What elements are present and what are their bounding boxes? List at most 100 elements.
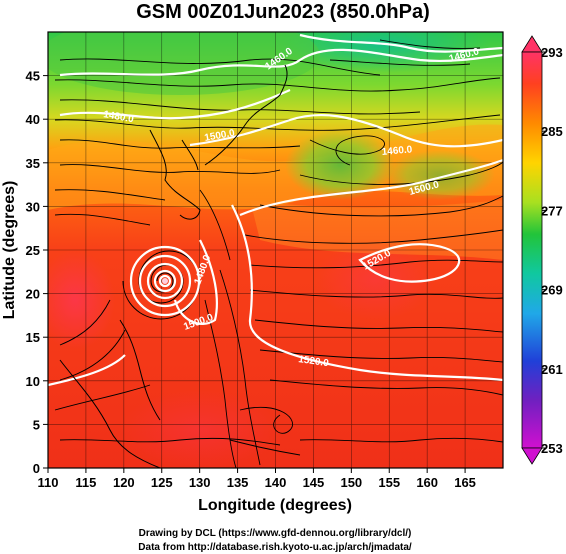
contour-line <box>173 239 218 326</box>
height-contours <box>48 33 503 387</box>
coastline-indochina <box>59 359 161 468</box>
streamline <box>54 77 501 92</box>
streamline <box>54 114 501 131</box>
streamline <box>309 135 385 166</box>
streamline <box>219 269 261 466</box>
colorbar-scale <box>521 51 543 449</box>
cool-spot-east-japan <box>285 130 395 200</box>
chart-title: GSM 00Z01Jun2023 (850.0hPa) <box>136 1 429 23</box>
y-tick-label: 15 <box>26 330 40 345</box>
streamline <box>59 299 111 346</box>
x-tick-label: 120 <box>113 475 135 490</box>
streamline <box>59 99 421 115</box>
streamline <box>259 195 503 217</box>
y-tick-label: 20 <box>26 287 40 302</box>
streamline <box>59 58 381 76</box>
contour-line <box>231 204 503 382</box>
y-axis-label: Latitude (degrees) <box>1 181 18 320</box>
graticule-grid <box>48 32 503 468</box>
map-plot-area: 1460.0 1480.0 1460.0 1500.0 1460.0 1520.… <box>48 32 503 468</box>
streamlines <box>54 39 503 468</box>
y-tick-label: 5 <box>33 417 40 432</box>
x-tick-label: 160 <box>416 475 438 490</box>
typhoon-contour <box>146 262 184 300</box>
hot-spot-central <box>315 240 435 320</box>
colorbar-top-arrow <box>521 35 543 53</box>
contour-line <box>59 88 291 120</box>
streamline <box>299 437 503 443</box>
colorbar-tick-label: 293 <box>541 45 563 60</box>
contour-line <box>299 33 503 53</box>
streamline <box>59 164 281 174</box>
typhoon-contour <box>153 269 177 293</box>
y-tick-label: 45 <box>26 69 40 84</box>
coastlines <box>59 64 301 468</box>
y-axis: 0 5 10 15 20 25 30 35 40 45 <box>26 69 48 476</box>
cool-region-north <box>270 32 490 73</box>
coastline-new-guinea <box>229 439 301 456</box>
colorbar-tick-label: 277 <box>541 203 563 218</box>
coastline-east-asia <box>149 129 201 220</box>
x-tick-label: 140 <box>265 475 287 490</box>
colorbar-tick-label: 261 <box>541 362 563 377</box>
colorbar-ticks: 293 285 277 269 261 253 <box>541 45 563 456</box>
coastline-korea <box>181 139 199 171</box>
y-tick-label: 25 <box>26 243 40 258</box>
y-tick-label: 30 <box>26 199 40 214</box>
streamline <box>329 59 471 66</box>
colorbar-tick-label: 285 <box>541 124 563 139</box>
y-tick-label: 10 <box>26 374 40 389</box>
y-tick-label: 40 <box>26 112 40 127</box>
typhoon-eye <box>162 278 168 284</box>
streamline <box>54 189 166 201</box>
streamline <box>379 39 481 49</box>
streamline <box>244 229 503 244</box>
typhoon-contour <box>129 245 201 317</box>
colorbar-tick-label: 269 <box>541 283 563 298</box>
hot-spot-south <box>120 390 280 468</box>
x-tick-label: 150 <box>340 475 362 490</box>
x-axis-label: Longitude (degrees) <box>198 497 352 514</box>
streamline <box>59 329 126 381</box>
streamline <box>54 384 151 411</box>
colorbar-bottom-arrow <box>521 447 543 465</box>
colorbar-tick-label: 253 <box>541 441 563 456</box>
contour-line <box>59 48 503 77</box>
contour-label: 1500.0 <box>204 128 236 144</box>
x-tick-label: 145 <box>303 475 325 490</box>
streamline <box>59 139 301 149</box>
typhoon-contour <box>158 274 172 288</box>
contour-line <box>48 354 126 387</box>
contour-label: 1520.0 <box>298 354 330 369</box>
x-tick-label: 115 <box>75 475 96 490</box>
cool-spot-northeast <box>385 150 495 200</box>
contour-line <box>358 243 461 283</box>
credit-data: Data from http://database.rish.kyoto-u.a… <box>138 542 412 553</box>
streamline <box>249 289 503 299</box>
x-tick-label: 110 <box>38 475 59 490</box>
x-tick-label: 130 <box>189 475 211 490</box>
y-tick-label: 0 <box>33 461 40 476</box>
hot-spot-west <box>48 250 115 350</box>
x-tick-label: 125 <box>151 475 173 490</box>
contour-line <box>239 158 503 217</box>
streamline <box>299 161 503 185</box>
coastline-philippines <box>119 319 161 421</box>
streamline <box>249 259 503 269</box>
colorbar: 293 285 277 269 261 253 <box>521 35 563 465</box>
streamline <box>54 213 151 226</box>
contour-label: 1480.0 <box>102 109 134 125</box>
streamline <box>254 319 503 333</box>
coastline-japan <box>204 64 288 166</box>
streamline <box>199 189 231 261</box>
x-axis: 110 115 120 125 130 135 140 145 150 155 160 165 <box>38 468 476 490</box>
x-tick-label: 155 <box>378 475 400 490</box>
streamline <box>259 349 503 363</box>
y-tick-label: 35 <box>26 156 40 171</box>
streamline <box>59 437 281 446</box>
streamline <box>269 379 503 396</box>
x-tick-label: 165 <box>454 475 476 490</box>
streamline <box>204 299 237 468</box>
streamline <box>239 406 293 434</box>
